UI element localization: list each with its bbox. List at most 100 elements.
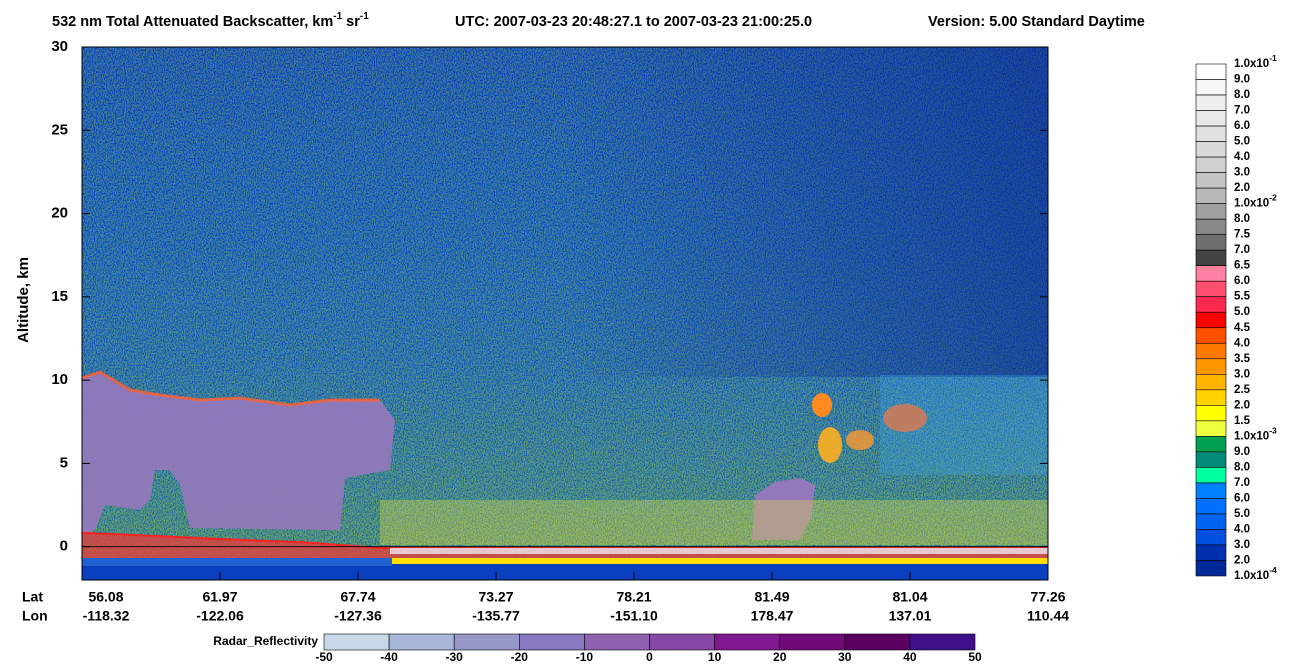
colorbar-label-text: 5.0 xyxy=(1234,508,1250,520)
colorbar-label: 5.5 xyxy=(1234,291,1251,303)
y-tick-label: 5 xyxy=(60,454,68,471)
colorbar-label: 1.0x10-2 xyxy=(1234,193,1277,210)
colorbar-swatch xyxy=(1195,498,1227,515)
radar-colorbar-swatch xyxy=(584,633,650,651)
colorbar-label: 9.0 xyxy=(1234,74,1250,86)
radar-colorbar-swatch xyxy=(323,633,390,651)
colorbar-label: 2.0 xyxy=(1234,399,1250,411)
colorbar-swatch xyxy=(1195,249,1227,266)
colorbar-label-text: 7.0 xyxy=(1234,477,1250,489)
colorbar-swatch xyxy=(1195,234,1227,251)
chart-title: 532 nm Total Attenuated Backscatter, km-… xyxy=(52,11,369,30)
colorbar-swatch xyxy=(1195,544,1227,561)
colorbar-swatch xyxy=(1195,342,1227,360)
colorbar-label: 3.0 xyxy=(1234,539,1250,551)
plot-frame xyxy=(81,46,1049,581)
colorbar-label-text: 1.0x10 xyxy=(1234,198,1269,210)
x-tick-label: 56.08 xyxy=(88,589,123,605)
colorbar-swatch xyxy=(1195,374,1227,391)
colorbar-label-text: 3.5 xyxy=(1234,353,1251,365)
colorbar-label-text: 3.0 xyxy=(1234,167,1250,179)
colorbar-swatch xyxy=(1195,451,1227,468)
colorbar-swatch xyxy=(1195,280,1227,298)
colorbar-label: 2.0 xyxy=(1234,555,1250,567)
x-row-label: Lon xyxy=(22,608,48,624)
colorbar-swatch xyxy=(1195,467,1227,484)
x-tick-label: 61.97 xyxy=(202,589,237,605)
colorbar-label: 1.0x10-1 xyxy=(1234,53,1277,70)
x-tick-label: -127.36 xyxy=(334,608,382,624)
colorbar-swatch xyxy=(1195,513,1227,530)
colorbar-label-text: 1.5 xyxy=(1234,415,1251,427)
radar-colorbar-swatch xyxy=(649,633,715,651)
colorbar-label: 2.5 xyxy=(1234,384,1251,396)
radar-tick-label: -20 xyxy=(511,650,529,664)
colorbar-label: 1.0x10-4 xyxy=(1234,565,1277,582)
colorbar-label: 3.0 xyxy=(1234,167,1250,179)
colorbar-label: 3.0 xyxy=(1234,368,1250,380)
colorbar-label: 4.0 xyxy=(1234,523,1250,535)
colorbar-swatch xyxy=(1195,560,1227,577)
colorbar-label-text: 3.0 xyxy=(1234,368,1250,380)
x-tick-label: -122.06 xyxy=(196,608,244,624)
colorbar-label-text: 4.0 xyxy=(1234,523,1250,535)
colorbar-label: 5.0 xyxy=(1234,306,1250,318)
colorbar-swatch xyxy=(1195,187,1227,204)
colorbar-label-text: 9.0 xyxy=(1234,446,1250,458)
y-tick-label: 0 xyxy=(60,538,68,555)
radar-colorbar-swatch xyxy=(909,633,976,651)
y-tick-label: 10 xyxy=(51,371,68,388)
colorbar-label-text: 6.0 xyxy=(1234,120,1250,132)
radar-colorbar-swatch xyxy=(388,633,455,651)
colorbar-swatch xyxy=(1195,63,1227,80)
colorbar-swatch xyxy=(1195,265,1227,282)
x-row-label: Lat xyxy=(22,589,43,605)
radar-tick-label: 50 xyxy=(968,650,982,664)
colorbar-label: 4.0 xyxy=(1234,337,1250,349)
x-tick-label: 110.44 xyxy=(1027,608,1069,624)
radar-colorbar-swatch xyxy=(453,633,520,651)
colorbar-label-text: 1.0x10 xyxy=(1234,430,1269,442)
colorbar-swatch xyxy=(1195,94,1227,111)
colorbar-label: 3.5 xyxy=(1234,353,1251,365)
colorbar-label-text: 2.5 xyxy=(1234,384,1251,396)
colorbar-label: 1.0x10-3 xyxy=(1234,426,1277,443)
colorbar-label-text: 3.0 xyxy=(1234,539,1250,551)
radar-tick-label: -50 xyxy=(315,650,333,664)
colorbar-label-text: 4.0 xyxy=(1234,337,1250,349)
colorbar-label-text: 7.0 xyxy=(1234,105,1250,117)
colorbar-swatch xyxy=(1195,358,1227,375)
x-tick-label: 78.21 xyxy=(616,589,651,605)
radar-tick-label: 20 xyxy=(773,650,787,664)
colorbar-label: 1.5 xyxy=(1234,415,1251,427)
colorbar-swatch xyxy=(1195,529,1227,546)
colorbar-label-text: 8.0 xyxy=(1234,461,1250,473)
colorbar-label: 7.0 xyxy=(1234,244,1250,256)
colorbar-swatch xyxy=(1195,436,1227,453)
colorbar-label: 7.0 xyxy=(1234,477,1250,489)
colorbar-label-superscript: -1 xyxy=(1269,53,1277,63)
colorbar-label: 7.0 xyxy=(1234,105,1250,117)
colorbar-label: 4.5 xyxy=(1234,322,1251,334)
radar-tick-label: 40 xyxy=(903,650,917,664)
radar-colorbar-swatch xyxy=(714,633,780,651)
title-superscript: -1 xyxy=(360,11,369,22)
version: Version: 5.00 Standard Daytime xyxy=(928,14,1145,30)
radar-tick-label: -40 xyxy=(380,650,398,664)
colorbar-label-text: 6.0 xyxy=(1234,492,1250,504)
colorbar-label-superscript: -4 xyxy=(1269,565,1277,575)
colorbar-label-text: 2.0 xyxy=(1234,182,1250,194)
colorbar-label: 4.0 xyxy=(1234,151,1250,163)
colorbar-swatch xyxy=(1195,296,1227,313)
radar-tick-label: -10 xyxy=(576,650,594,664)
colorbar-swatch xyxy=(1195,156,1227,173)
title-text: sr xyxy=(342,14,360,30)
colorbar-label-superscript: -3 xyxy=(1269,426,1277,436)
colorbar-label: 6.0 xyxy=(1234,492,1250,504)
colorbar-label-text: 4.5 xyxy=(1234,322,1251,334)
radar-colorbar-swatch xyxy=(779,633,846,651)
utc-range: UTC: 2007-03-23 20:48:27.1 to 2007-03-23… xyxy=(455,14,812,30)
colorbar-label: 8.0 xyxy=(1234,461,1250,473)
title-superscript: -1 xyxy=(333,11,342,22)
colorbar-label: 2.0 xyxy=(1234,182,1250,194)
